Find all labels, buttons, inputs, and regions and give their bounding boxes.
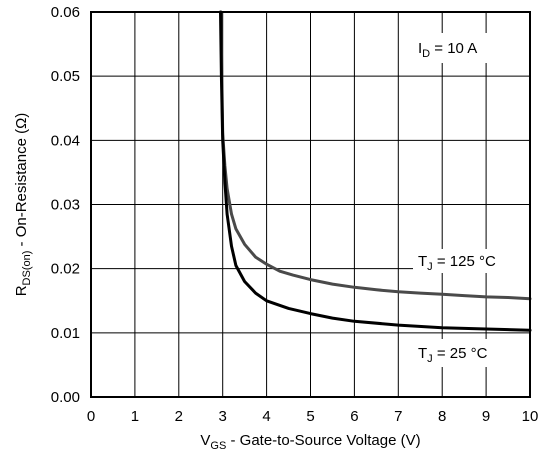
x-tick-label: 1 <box>131 408 139 425</box>
series-line-tj-25c <box>219 10 532 332</box>
y-tick-label: 0.02 <box>51 261 80 278</box>
plot-frame <box>90 11 531 398</box>
series-layer <box>219 10 532 332</box>
x-tick-label: 0 <box>87 408 95 425</box>
x-tick-label: 7 <box>394 408 402 425</box>
test-condition-label: ID = 10 A <box>418 40 477 60</box>
y-tick-label: 0.04 <box>51 132 80 149</box>
label-layer: 0 1 2 3 4 5 6 7 8 9 10 0.00 0.01 0.02 0.03 0.04 0.05 0.06… <box>13 4 538 452</box>
x-tick-label: 6 <box>350 408 358 425</box>
x-tick-label: 2 <box>175 408 183 425</box>
y-tick-label: 0.03 <box>51 197 80 214</box>
x-tick-label: 9 <box>482 408 490 425</box>
frame-layer <box>90 11 531 398</box>
series-line-tj-125c <box>219 10 532 301</box>
x-tick-label: 5 <box>306 408 314 425</box>
y-tick-label: 0.05 <box>51 68 80 85</box>
y-axis-title: RDS(on) - On-Resistance (Ω) <box>13 113 33 297</box>
y-tick-label: 0.01 <box>51 325 80 342</box>
series-label-background <box>413 249 529 273</box>
x-axis-title: VGS - Gate-to-Source Voltage (V) <box>200 432 420 452</box>
x-tick-label: 3 <box>219 408 227 425</box>
series-label-tj-25c: TJ = 25 °C <box>418 345 488 365</box>
condition-label-background <box>414 33 514 63</box>
series-label-background <box>413 339 529 367</box>
x-tick-label: 4 <box>262 408 270 425</box>
grid-layer <box>91 12 530 397</box>
y-tick-label: 0.00 <box>51 389 80 406</box>
series-label-tj-125c: TJ = 125 °C <box>418 253 496 273</box>
x-tick-label: 10 <box>522 408 539 425</box>
x-tick-label: 8 <box>438 408 446 425</box>
y-tick-label: 0.06 <box>51 4 80 21</box>
